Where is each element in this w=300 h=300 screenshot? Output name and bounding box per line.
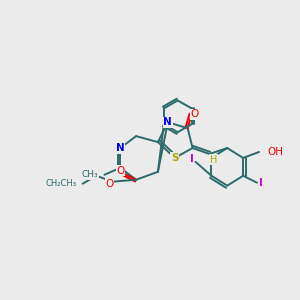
Text: O: O <box>116 166 124 176</box>
Text: H: H <box>210 155 217 165</box>
Text: OH: OH <box>267 147 283 157</box>
Text: CH₂CH₃: CH₂CH₃ <box>46 179 77 188</box>
Text: O: O <box>105 179 113 189</box>
Text: CH₃: CH₃ <box>82 170 98 179</box>
Text: S: S <box>171 153 178 163</box>
Text: N: N <box>164 117 172 127</box>
Text: I: I <box>259 178 263 188</box>
Text: O: O <box>190 109 199 119</box>
Text: N: N <box>116 143 125 153</box>
Text: I: I <box>190 154 194 164</box>
